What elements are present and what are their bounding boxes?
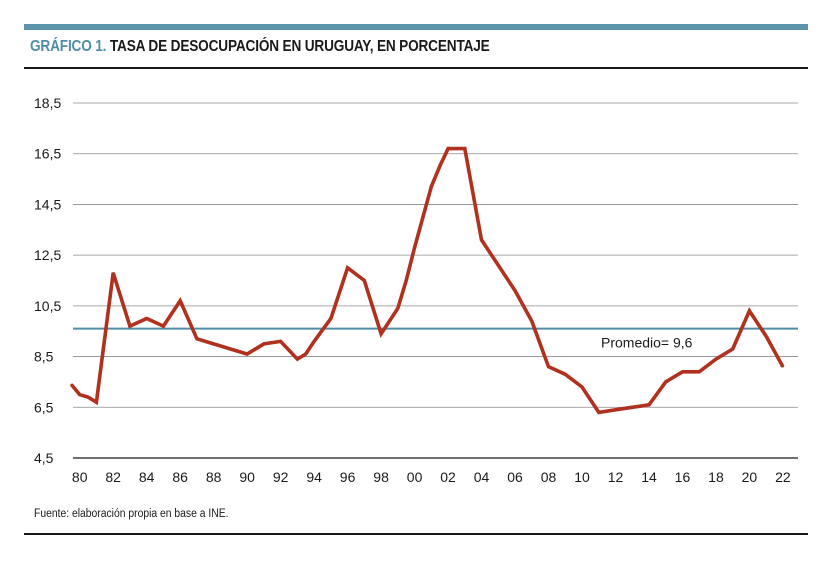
- data-point: [530, 320, 533, 322]
- y-tick-label: 8,5: [34, 349, 54, 365]
- bottom-divider: [24, 533, 808, 535]
- data-point: [581, 386, 583, 388]
- data-point: [430, 185, 433, 188]
- x-tick-label: 16: [675, 469, 691, 485]
- source-note: Fuente: elaboración propia en base a INE…: [34, 508, 229, 520]
- data-point: [614, 408, 617, 411]
- data-point: [447, 147, 449, 150]
- data-point: [95, 401, 98, 404]
- data-point: [748, 310, 751, 312]
- title-divider: [24, 67, 808, 69]
- data-point: [87, 396, 89, 399]
- data-point: [179, 299, 182, 302]
- y-tick-label: 6,5: [34, 399, 54, 415]
- x-tick-label: 84: [139, 469, 155, 485]
- data-point: [212, 342, 215, 345]
- data-point: [296, 358, 299, 361]
- data-point: [346, 266, 349, 269]
- data-point: [564, 373, 567, 376]
- data-point: [514, 289, 516, 292]
- data-point: [664, 381, 667, 383]
- data-point: [313, 340, 316, 343]
- x-tick-label: 12: [608, 469, 624, 485]
- x-tick-label: 86: [172, 469, 188, 485]
- top-accent-bar: [24, 24, 808, 30]
- data-point: [681, 370, 684, 373]
- x-tick-label: 82: [105, 469, 121, 485]
- data-point: [162, 325, 165, 328]
- x-tick-label: 00: [407, 469, 423, 485]
- data-point: [78, 393, 81, 396]
- x-tick-label: 18: [708, 469, 724, 485]
- data-point: [413, 246, 416, 249]
- data-point: [229, 348, 232, 350]
- chart-title: GRÁFICO 1. TASA DE DESOCUPACIÓN EN URUGU…: [30, 38, 490, 56]
- data-point: [698, 370, 701, 373]
- data-point: [463, 147, 466, 150]
- data-point: [279, 340, 282, 343]
- data-point: [597, 411, 600, 414]
- y-tick-label: 10,5: [34, 298, 61, 314]
- x-tick-label: 98: [373, 469, 389, 485]
- data-point: [782, 365, 784, 368]
- data-point: [329, 317, 332, 320]
- x-tick-label: 14: [641, 469, 657, 485]
- x-tick-label: 02: [440, 469, 456, 485]
- y-tick-label: 4,5: [34, 450, 54, 466]
- x-tick-label: 06: [507, 469, 523, 485]
- x-tick-label: 90: [239, 469, 255, 485]
- data-point: [246, 353, 249, 355]
- x-tick-label: 10: [574, 469, 590, 485]
- data-point: [129, 325, 131, 328]
- x-tick-label: 04: [474, 469, 490, 485]
- data-point: [765, 335, 768, 338]
- data-point: [631, 406, 634, 409]
- data-point: [196, 337, 198, 340]
- data-point: [731, 348, 734, 350]
- average-label: Promedio= 9,6: [601, 335, 693, 351]
- x-tick-label: 08: [541, 469, 557, 485]
- figure-label: GRÁFICO 1.: [30, 38, 107, 55]
- data-point: [497, 264, 500, 267]
- y-tick-label: 16,5: [34, 146, 61, 162]
- x-tick-label: 94: [306, 469, 322, 485]
- data-point: [262, 342, 265, 345]
- data-point: [304, 353, 307, 355]
- data-point: [405, 279, 408, 282]
- series-line: [69, 146, 785, 415]
- x-tick-label: 20: [742, 469, 758, 485]
- data-point: [380, 332, 382, 335]
- x-tick-label: 88: [206, 469, 222, 485]
- y-tick-label: 12,5: [34, 247, 61, 263]
- data-point: [715, 358, 717, 361]
- data-point: [438, 165, 441, 168]
- x-tick-label: 96: [340, 469, 356, 485]
- data-point: [145, 317, 148, 320]
- data-point: [363, 279, 366, 282]
- data-point: [480, 239, 483, 241]
- data-point: [648, 403, 650, 406]
- data-point: [547, 365, 550, 368]
- data-point: [70, 383, 73, 386]
- figure-title: TASA DE DESOCUPACIÓN EN URUGUAY, EN PORC…: [109, 38, 490, 55]
- data-point: [396, 307, 399, 310]
- data-point: [112, 271, 115, 274]
- x-tick-label: 92: [273, 469, 289, 485]
- x-tick-label: 22: [775, 469, 791, 485]
- y-tick-label: 18,5: [34, 95, 61, 111]
- y-tick-label: 14,5: [34, 196, 61, 212]
- x-tick-label: 80: [72, 469, 88, 485]
